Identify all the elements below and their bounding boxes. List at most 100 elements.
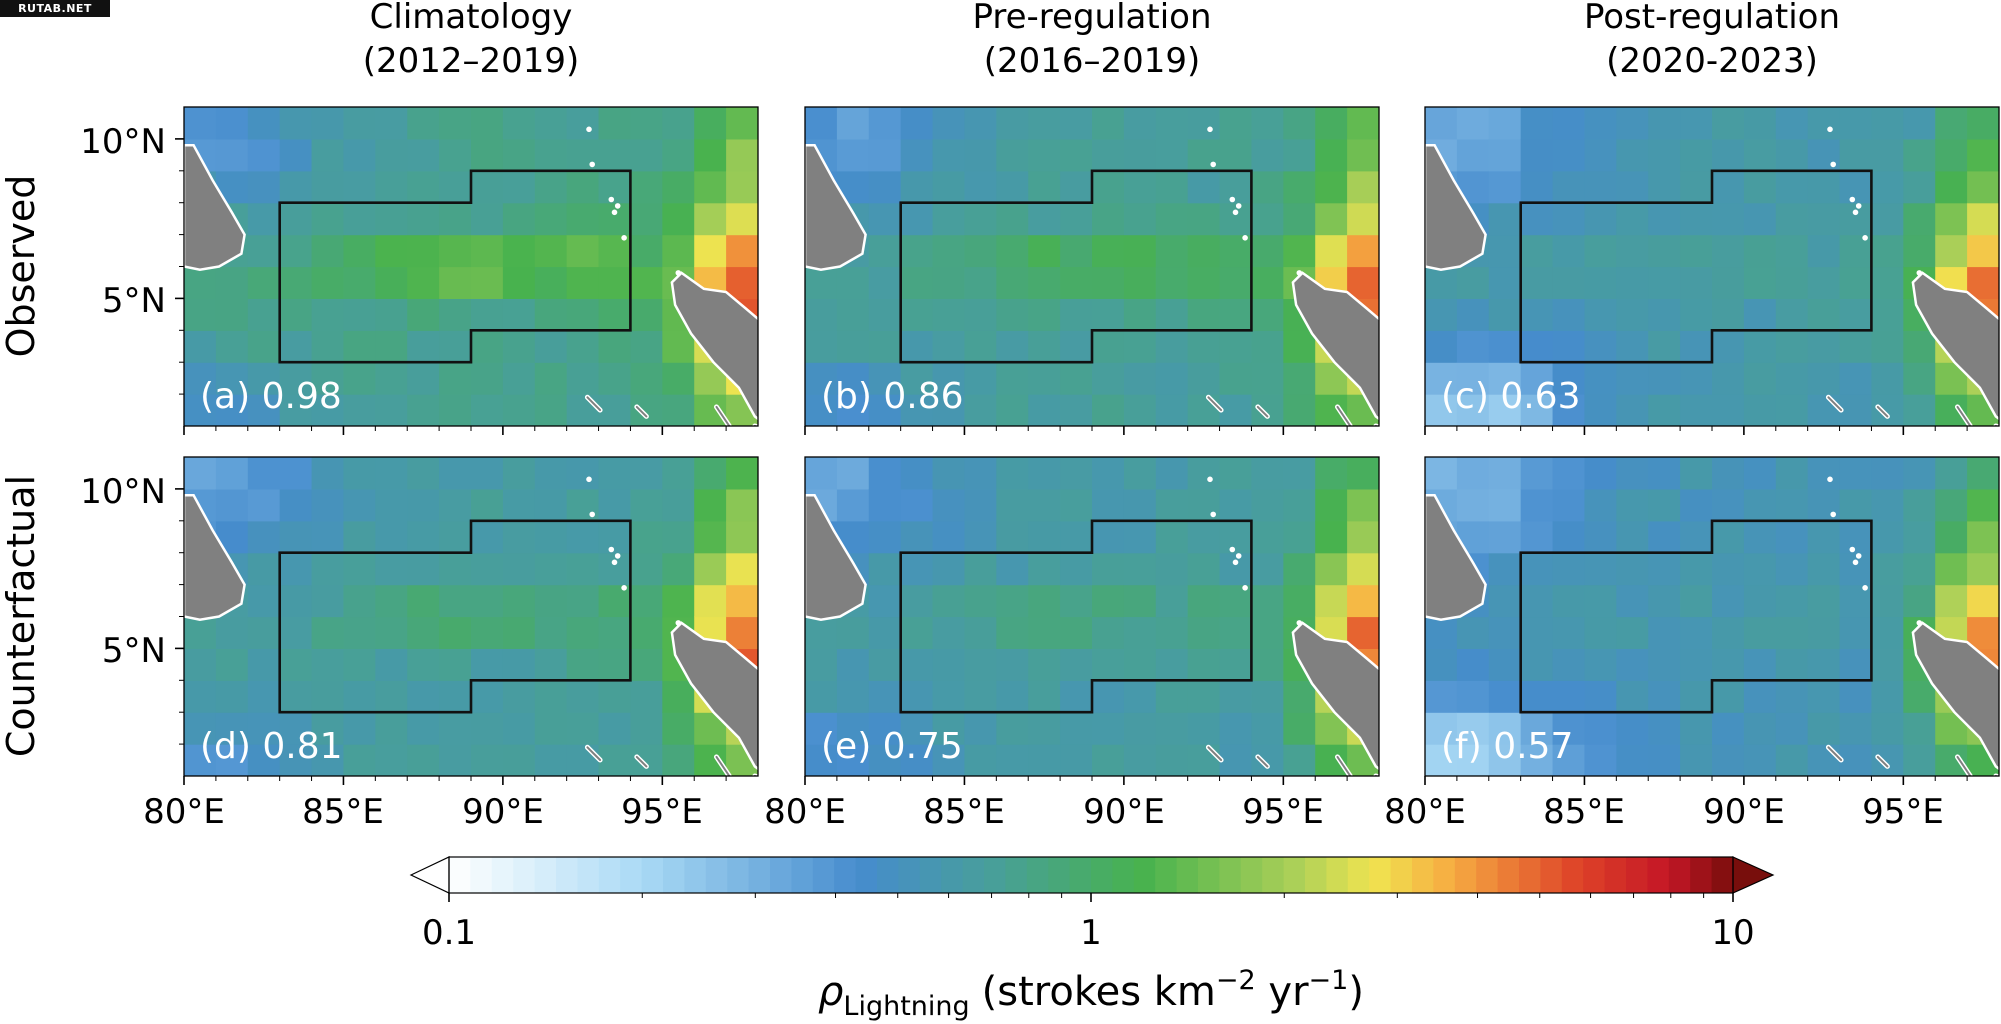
heatmap-cell — [598, 744, 632, 776]
land-layer — [805, 126, 1379, 426]
heatmap-cell — [1616, 680, 1649, 713]
heatmap-cell — [247, 584, 281, 618]
heatmap-cell — [726, 107, 758, 140]
heatmap-cell — [279, 266, 313, 299]
heatmap-cell — [662, 138, 695, 172]
heatmap-cell — [1251, 170, 1284, 204]
heatmap-cell — [215, 107, 249, 140]
heatmap-cell — [1155, 488, 1189, 522]
heatmap-cell — [1839, 552, 1873, 586]
heatmap-cell — [1712, 394, 1745, 426]
islet — [1229, 546, 1236, 553]
x-tick-label-90e: 90°E — [1083, 792, 1165, 832]
heatmap-cell — [1648, 170, 1681, 204]
colorbar-segment — [962, 857, 985, 893]
islet — [1210, 511, 1216, 518]
islet — [621, 585, 627, 591]
heatmap-cell — [1712, 457, 1745, 490]
map-panel-e: (e) 0.75 — [804, 456, 1380, 777]
colorbar-segment — [1476, 857, 1499, 893]
heatmap-cell — [1283, 457, 1316, 490]
heatmap-cell — [215, 744, 249, 776]
heatmap-cell — [1251, 362, 1284, 395]
heatmap-cell — [1616, 266, 1649, 299]
heatmap-cell — [1092, 648, 1125, 681]
heatmap-cell — [1903, 330, 1936, 363]
islet — [1830, 161, 1836, 168]
heatmap-cell — [1967, 488, 1999, 522]
heatmap-cell — [1839, 107, 1873, 140]
heatmap-cell — [868, 488, 902, 522]
heatmap-cell — [836, 298, 870, 331]
colorbar-segment — [1519, 857, 1541, 893]
heatmap-cell — [1187, 488, 1221, 522]
heatmap-cell — [1903, 584, 1936, 618]
heatmap-cell — [1935, 584, 1968, 618]
heatmap-cell — [1871, 107, 1904, 140]
heatmap-cell — [1775, 266, 1809, 299]
heatmap-cell — [836, 744, 870, 776]
colorbar-label-subscript: Lightning — [843, 991, 969, 1022]
heatmap-cell — [805, 616, 838, 649]
heatmap-cell — [598, 330, 632, 363]
heatmap-cell — [534, 394, 568, 426]
heatmap-cell — [1283, 330, 1316, 363]
colorbar-segment — [1305, 857, 1327, 893]
heatmap-cell — [1520, 234, 1554, 268]
heatmap-cell — [566, 234, 600, 268]
heatmap-cell — [184, 107, 217, 140]
heatmap-cell — [247, 330, 281, 363]
x-tick-label-85e: 85°E — [302, 792, 384, 832]
island-core — [586, 396, 602, 412]
heatmap-cell — [1028, 202, 1061, 236]
colorbar-label-exp2: −1 — [1309, 965, 1349, 996]
heatmap-cell — [1584, 202, 1617, 236]
heatmap-cell — [1488, 330, 1522, 363]
colorbar-segment — [1283, 857, 1306, 893]
island-core — [1876, 405, 1889, 418]
heatmap-cell — [598, 680, 632, 713]
heatmap-cell — [1648, 362, 1681, 395]
heatmap-cell — [662, 584, 695, 618]
heatmap-cell — [279, 234, 313, 268]
heatmap-cell — [726, 584, 758, 618]
heatmap-cell — [184, 616, 217, 649]
heatmap-cell — [215, 330, 249, 363]
heatmap-cell — [343, 362, 376, 395]
heatmap-cell — [1283, 107, 1316, 140]
row-title-counterfactual: Counterfactual — [0, 475, 43, 757]
heatmap-cell — [471, 680, 504, 713]
study-region-outline — [278, 519, 632, 714]
heatmap-cell — [836, 362, 870, 395]
heatmap-cell — [1251, 744, 1284, 776]
heatmap-cell — [1123, 648, 1157, 681]
heatmap-cell — [1456, 298, 1490, 331]
heatmap-cell — [471, 234, 504, 268]
heatmap-cell — [868, 457, 902, 490]
heatmap-cell — [996, 584, 1029, 618]
heatmap-cell — [1584, 266, 1617, 299]
heatmap-cell — [279, 330, 313, 363]
heatmap-cell — [1584, 170, 1617, 204]
heatmap-cell — [1616, 234, 1649, 268]
colorbar-segment — [1133, 857, 1156, 893]
heatmap-cell — [279, 107, 313, 140]
colorbar-segment — [1240, 857, 1263, 893]
colorbar-segment — [1347, 857, 1370, 893]
heatmap-cell — [1251, 616, 1284, 649]
heatmap-cell — [534, 298, 568, 331]
heatmap-cell — [502, 616, 536, 649]
heatmap-cell — [1871, 298, 1904, 331]
heatmap-cell — [1743, 648, 1777, 681]
heatmap-cell — [343, 552, 376, 586]
heatmap-cell — [1283, 362, 1316, 395]
heatmap-cell — [215, 394, 249, 426]
heatmap-cell — [1092, 362, 1125, 395]
heatmap-cell — [868, 234, 902, 268]
heatmap-cell — [566, 138, 600, 172]
heatmap-cell — [1347, 138, 1379, 172]
heatmap-cell — [726, 266, 758, 299]
heatmap-cell — [932, 394, 966, 426]
sumatra-landmass — [1291, 621, 1379, 771]
heatmap-cell — [996, 744, 1029, 776]
